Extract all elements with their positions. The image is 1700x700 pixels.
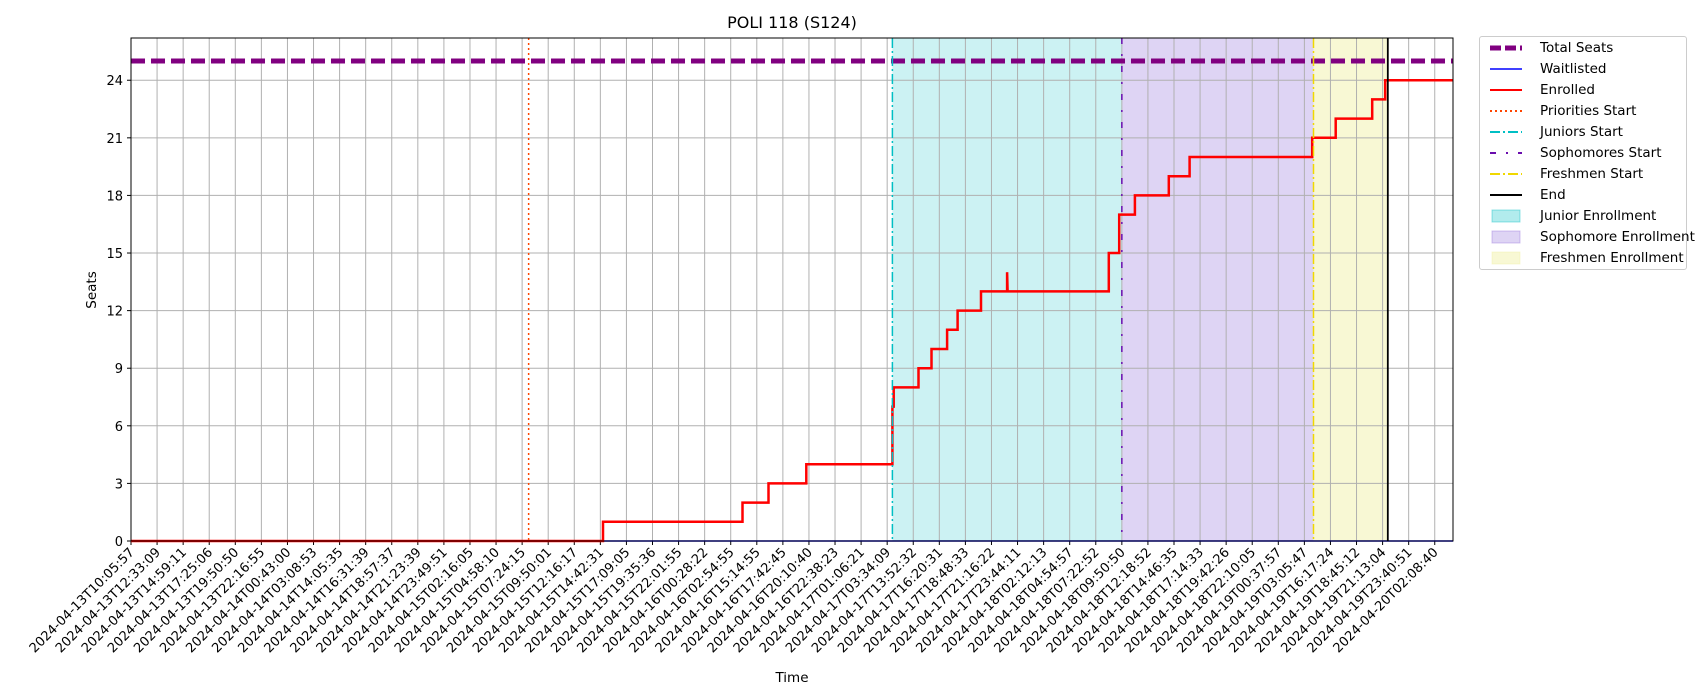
legend-swatch-graphic <box>1490 68 1522 70</box>
legend-item-total-seats: Total Seats <box>1486 38 1613 58</box>
legend-swatch-junior-enrollment <box>1486 206 1532 226</box>
legend-label-freshmen-enrollment: Freshmen Enrollment <box>1540 250 1684 266</box>
legend-swatch-graphic <box>1490 45 1522 51</box>
x-axis-label: Time <box>774 670 808 686</box>
legend-label-juniors-start: Juniors Start <box>1540 124 1623 140</box>
legend-item-enrolled: Enrolled <box>1486 80 1595 100</box>
legend-swatch-juniors-start <box>1486 122 1532 142</box>
legend-item-freshmen-enrollment: Freshmen Enrollment <box>1486 248 1684 268</box>
legend-item-sophomores-start: Sophomores Start <box>1486 143 1662 163</box>
legend: Total Seats Waitlisted Enrolled Prioriti… <box>1479 36 1695 270</box>
legend-label-total-seats: Total Seats <box>1540 40 1614 56</box>
legend-patch <box>1491 251 1521 265</box>
y-tick-label: 21 <box>106 132 123 147</box>
legend-swatch-graphic <box>1490 152 1522 154</box>
legend-patch <box>1491 230 1521 244</box>
legend-label-waitlisted: Waitlisted <box>1540 61 1607 77</box>
y-tick-label: 9 <box>115 362 123 377</box>
y-tick-label: 18 <box>106 189 123 204</box>
plot-area: 036912151821242024-04-13T10:05:572024-04… <box>27 37 1454 656</box>
legend-swatch-waitlisted <box>1486 59 1532 79</box>
y-tick-label: 3 <box>115 477 123 492</box>
legend-swatch-graphic <box>1490 194 1522 196</box>
legend-swatch-total-seats <box>1486 38 1532 58</box>
legend-item-juniors-start: Juniors Start <box>1486 122 1623 142</box>
y-tick-label: 15 <box>106 247 123 262</box>
legend-label-sophomore-enrollment: Sophomore Enrollment <box>1540 229 1695 245</box>
legend-swatch-sophomores-start <box>1486 143 1532 163</box>
y-tick-label: 6 <box>115 420 123 435</box>
region-freshmen-enrollment <box>1313 38 1388 541</box>
legend-swatch-graphic <box>1490 173 1522 175</box>
legend-swatch-graphic <box>1491 251 1521 265</box>
series-enrolled <box>131 78 1453 543</box>
legend-patch <box>1491 209 1521 223</box>
legend-swatch-end <box>1486 185 1532 205</box>
legend-item-priorities-start: Priorities Start <box>1486 101 1636 121</box>
legend-item-freshmen-start: Freshmen Start <box>1486 164 1643 184</box>
y-tick-label: 12 <box>106 305 123 320</box>
legend-swatch-priorities-start <box>1486 101 1532 121</box>
legend-swatch-freshmen-enrollment <box>1486 248 1532 268</box>
y-axis-label: Seats <box>84 271 100 308</box>
legend-item-waitlisted: Waitlisted <box>1486 59 1607 79</box>
legend-swatch-freshmen-start <box>1486 164 1532 184</box>
legend-label-end: End <box>1540 187 1566 203</box>
legend-swatch-graphic <box>1490 89 1522 91</box>
legend-swatch-sophomore-enrollment <box>1486 227 1532 247</box>
y-tick-label: 0 <box>115 535 123 550</box>
legend-label-junior-enrollment: Junior Enrollment <box>1540 208 1657 224</box>
legend-swatch-enrolled <box>1486 80 1532 100</box>
legend-swatch-graphic <box>1490 110 1522 112</box>
region-sophomore-enrollment <box>1121 38 1314 541</box>
legend-label-sophomores-start: Sophomores Start <box>1540 145 1662 161</box>
legend-swatch-graphic <box>1490 131 1522 133</box>
y-tick-label: 24 <box>106 74 123 89</box>
legend-item-junior-enrollment: Junior Enrollment <box>1486 206 1656 226</box>
legend-label-freshmen-start: Freshmen Start <box>1540 166 1644 182</box>
legend-label-priorities-start: Priorities Start <box>1540 103 1637 119</box>
axes-frame <box>130 37 1454 542</box>
chart-title: POLI 118 (S124) <box>727 13 857 32</box>
legend-item-end: End <box>1486 185 1566 205</box>
legend-swatch-graphic <box>1491 209 1521 223</box>
legend-label-enrolled: Enrolled <box>1540 82 1595 98</box>
legend-item-sophomore-enrollment: Sophomore Enrollment <box>1486 227 1695 247</box>
legend-swatch-graphic <box>1491 230 1521 244</box>
